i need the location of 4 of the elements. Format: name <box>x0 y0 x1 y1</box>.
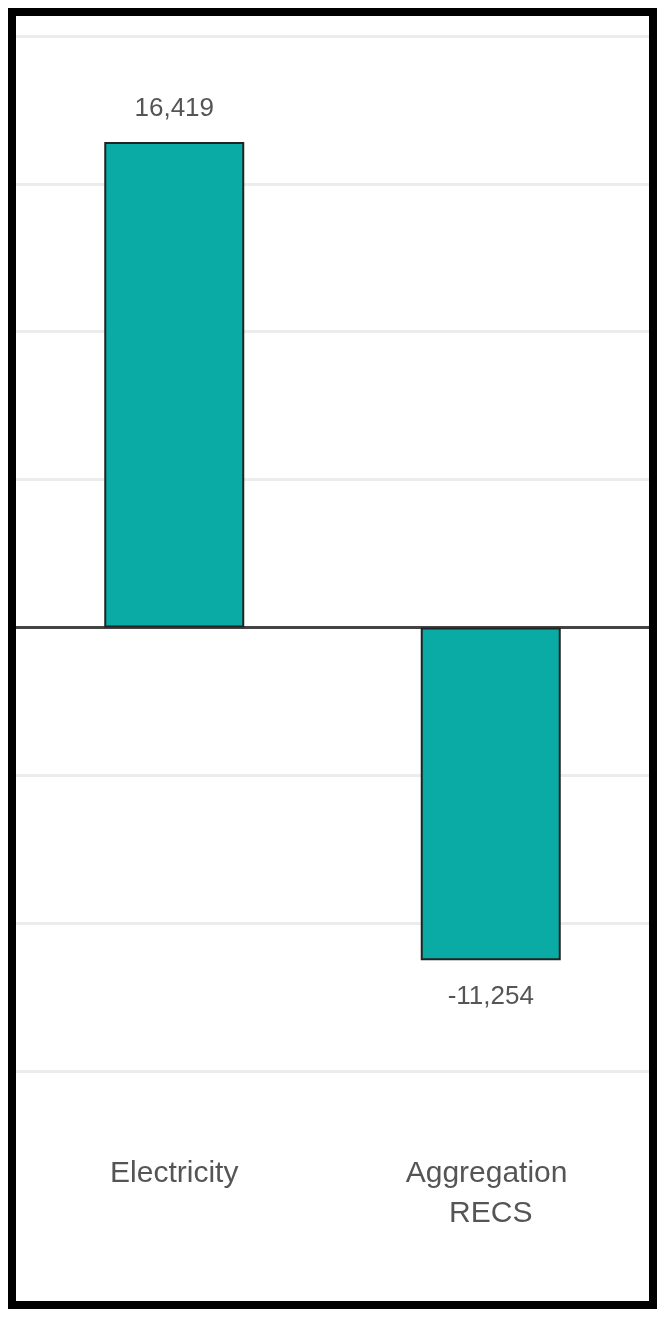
x-tick-label: Electricity <box>110 1154 239 1188</box>
data-label: -11,254 <box>447 980 534 1011</box>
data-label: 16,419 <box>134 91 215 122</box>
x-tick-label: Aggregation RECS <box>405 1154 576 1228</box>
